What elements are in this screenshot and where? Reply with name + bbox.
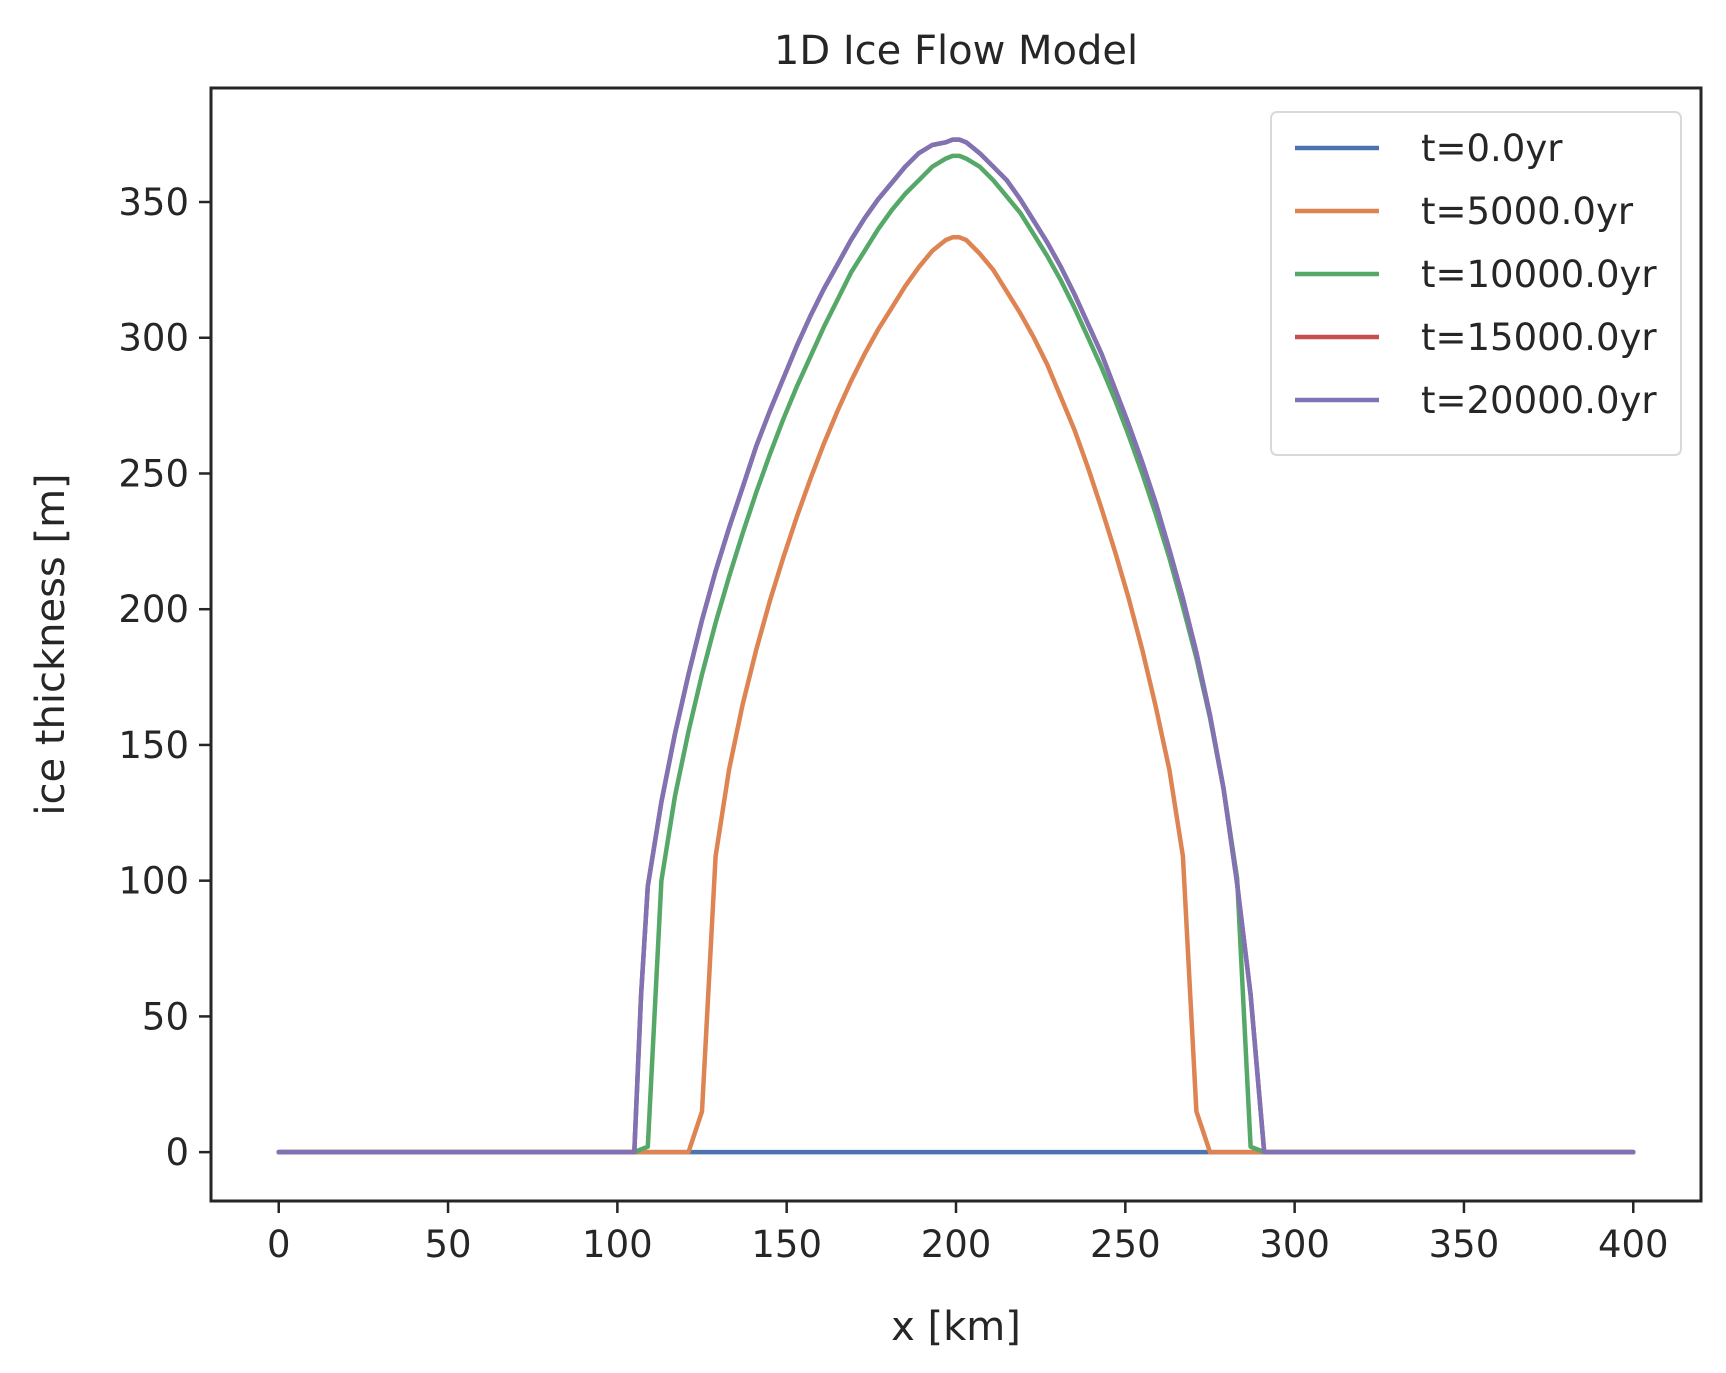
x-tick-label: 100 xyxy=(582,1223,653,1266)
y-tick-label: 300 xyxy=(118,317,189,360)
y-tick-label: 350 xyxy=(118,181,189,224)
x-axis: 0 50 100 150 200 250 300 350 400 xyxy=(267,1201,1669,1266)
plot-lines xyxy=(276,137,1636,1155)
series-line-4 xyxy=(276,137,1636,1155)
x-tick-label: 350 xyxy=(1429,1223,1500,1266)
legend-label: t=10000.0yr xyxy=(1421,253,1657,296)
y-tick-label: 0 xyxy=(165,1131,189,1174)
y-tick-label: 50 xyxy=(142,995,189,1038)
legend-box xyxy=(1270,111,1682,456)
y-tick-label: 100 xyxy=(118,860,189,903)
legend-label: t=15000.0yr xyxy=(1421,316,1657,359)
x-tick-label: 250 xyxy=(1090,1223,1161,1266)
x-tick-label: 400 xyxy=(1598,1223,1669,1266)
y-tick-label: 150 xyxy=(118,724,189,767)
legend-label: t=5000.0yr xyxy=(1421,190,1634,233)
y-axis: 0 50 100 150 200 250 300 350 xyxy=(118,181,211,1174)
chart-title: 1D Ice Flow Model xyxy=(774,28,1138,74)
series-line-1 xyxy=(276,235,1636,1155)
y-tick-label: 200 xyxy=(118,588,189,631)
x-tick-label: 150 xyxy=(751,1223,822,1266)
legend: t=0.0yr t=5000.0yr t=10000.0yr t=15000.0yr t… xyxy=(1270,111,1682,456)
x-tick-label: 300 xyxy=(1259,1223,1330,1266)
x-tick-label: 50 xyxy=(424,1223,471,1266)
y-tick-label: 250 xyxy=(118,452,189,495)
y-axis-title: ice thickness [m] xyxy=(28,473,74,815)
legend-label: t=0.0yr xyxy=(1421,127,1563,170)
x-axis-title: x [km] xyxy=(891,1304,1021,1350)
legend-label: t=20000.0yr xyxy=(1421,379,1657,422)
x-tick-label: 200 xyxy=(921,1223,992,1266)
x-tick-label: 0 xyxy=(267,1223,291,1266)
